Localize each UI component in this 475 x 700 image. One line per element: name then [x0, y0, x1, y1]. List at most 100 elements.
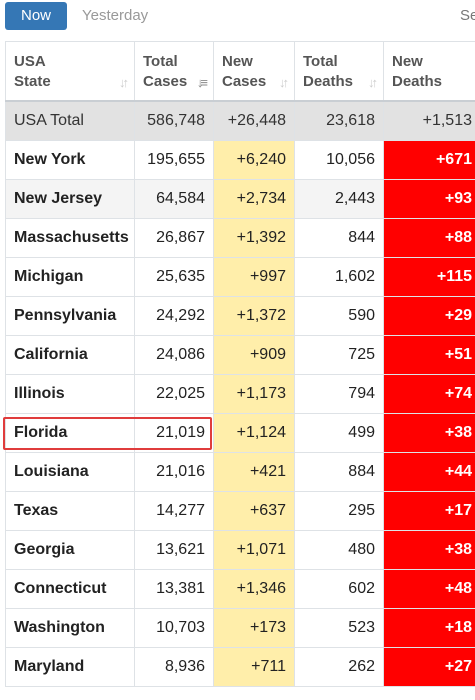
- table-row: Pennsylvania 24,292 +1,372 590 +29: [5, 296, 475, 336]
- table-row: Massachusetts 26,867 +1,392 844 +88: [5, 218, 475, 258]
- new-deaths-cell: +38: [383, 413, 475, 453]
- new-cases-cell: +637: [213, 491, 295, 531]
- table-row: Georgia 13,621 +1,071 480 +38: [5, 530, 475, 570]
- tab-yesterday[interactable]: Yesterday: [82, 7, 149, 24]
- header-new-deaths[interactable]: New Deaths: [383, 41, 475, 102]
- total-cases-cell: 64,584: [134, 179, 214, 219]
- state-name[interactable]: Maryland: [5, 647, 135, 687]
- new-deaths-cell: +38: [383, 530, 475, 570]
- total-cases-cell: 13,381: [134, 569, 214, 609]
- state-name: USA Total: [5, 100, 135, 141]
- table-row: Maryland 8,936 +711 262 +27: [5, 647, 475, 687]
- table-row: Texas 14,277 +637 295 +17: [5, 491, 475, 531]
- new-deaths-cell: +51: [383, 335, 475, 375]
- sort-icon: ↓↑: [279, 75, 289, 90]
- new-cases-cell: +711: [213, 647, 295, 687]
- table-row-highlighted: Florida 21,019 +1,124 499 +38: [5, 413, 475, 453]
- header-line1: New: [392, 53, 423, 70]
- total-cases-cell: 8,936: [134, 647, 214, 687]
- tab-now[interactable]: Now: [5, 2, 67, 30]
- sort-icon: ↓↑: [368, 75, 378, 90]
- total-deaths-cell: 590: [294, 296, 384, 336]
- new-cases-cell: +26,448: [213, 100, 295, 141]
- total-deaths-cell: 602: [294, 569, 384, 609]
- state-name[interactable]: Louisiana: [5, 452, 135, 492]
- total-deaths-cell: 262: [294, 647, 384, 687]
- new-cases-cell: +1,372: [213, 296, 295, 336]
- new-cases-cell: +173: [213, 608, 295, 648]
- new-deaths-cell: +93: [383, 179, 475, 219]
- new-cases-cell: +6,240: [213, 140, 295, 180]
- header-total-deaths[interactable]: Total Deaths ↓↑: [294, 41, 384, 102]
- total-deaths-cell: 523: [294, 608, 384, 648]
- state-name[interactable]: New Jersey: [5, 179, 135, 219]
- state-name[interactable]: Georgia: [5, 530, 135, 570]
- header-new-cases[interactable]: New Cases ↓↑: [213, 41, 295, 102]
- total-deaths-cell: 10,056: [294, 140, 384, 180]
- sort-desc-icon: ↓≡: [196, 75, 208, 90]
- new-cases-cell: +1,124: [213, 413, 295, 453]
- total-deaths-cell: 2,443: [294, 179, 384, 219]
- total-cases-cell: 22,025: [134, 374, 214, 414]
- state-name[interactable]: Florida: [5, 413, 135, 453]
- new-cases-cell: +2,734: [213, 179, 295, 219]
- new-deaths-cell: +48: [383, 569, 475, 609]
- total-cases-cell: 14,277: [134, 491, 214, 531]
- total-deaths-cell: 295: [294, 491, 384, 531]
- table-row: California 24,086 +909 725 +51: [5, 335, 475, 375]
- total-deaths-cell: 499: [294, 413, 384, 453]
- new-cases-cell: +1,346: [213, 569, 295, 609]
- state-name[interactable]: Michigan: [5, 257, 135, 297]
- new-cases-cell: +421: [213, 452, 295, 492]
- state-name[interactable]: Texas: [5, 491, 135, 531]
- table-row: New Jersey 64,584 +2,734 2,443 +93: [5, 179, 475, 219]
- state-name[interactable]: Illinois: [5, 374, 135, 414]
- total-deaths-cell: 480: [294, 530, 384, 570]
- table-row: Washington 10,703 +173 523 +18: [5, 608, 475, 648]
- total-deaths-cell: 23,618: [294, 100, 384, 141]
- new-cases-cell: +997: [213, 257, 295, 297]
- new-deaths-cell: +17: [383, 491, 475, 531]
- new-cases-cell: +909: [213, 335, 295, 375]
- table-row: Louisiana 21,016 +421 884 +44: [5, 452, 475, 492]
- total-deaths-cell: 844: [294, 218, 384, 258]
- new-cases-cell: +1,071: [213, 530, 295, 570]
- state-name[interactable]: Connecticut: [5, 569, 135, 609]
- search-label: Se: [460, 7, 475, 24]
- new-deaths-cell: +671: [383, 140, 475, 180]
- total-deaths-cell: 884: [294, 452, 384, 492]
- header-line1: Total: [303, 53, 338, 70]
- total-cases-cell: 21,016: [134, 452, 214, 492]
- new-deaths-cell: +27: [383, 647, 475, 687]
- total-cases-cell: 586,748: [134, 100, 214, 141]
- new-deaths-cell: +29: [383, 296, 475, 336]
- usa-total-row: USA Total 586,748 +26,448 23,618 +1,513: [5, 100, 475, 141]
- header-line2: Cases: [143, 73, 188, 90]
- total-deaths-cell: 725: [294, 335, 384, 375]
- header-line1: Total: [143, 53, 178, 70]
- total-cases-cell: 195,655: [134, 140, 214, 180]
- state-name[interactable]: New York: [5, 140, 135, 180]
- state-name[interactable]: Massachusetts: [5, 218, 135, 258]
- state-name[interactable]: Pennsylvania: [5, 296, 135, 336]
- total-cases-cell: 21,019: [134, 413, 214, 453]
- covid-states-table: USA State ↓↑ Total Cases ↓≡ New Cases ↓↑ To…: [5, 41, 475, 687]
- table-row: Michigan 25,635 +997 1,602 +115: [5, 257, 475, 297]
- new-deaths-cell: +44: [383, 452, 475, 492]
- total-cases-cell: 24,086: [134, 335, 214, 375]
- new-deaths-cell: +115: [383, 257, 475, 297]
- header-line1: USA: [14, 53, 46, 70]
- table-header-row: USA State ↓↑ Total Cases ↓≡ New Cases ↓↑ To…: [5, 41, 475, 102]
- new-cases-cell: +1,173: [213, 374, 295, 414]
- header-total-cases[interactable]: Total Cases ↓≡: [134, 41, 214, 102]
- header-usa-state[interactable]: USA State ↓↑: [5, 41, 135, 102]
- state-name[interactable]: California: [5, 335, 135, 375]
- total-deaths-cell: 794: [294, 374, 384, 414]
- total-cases-cell: 26,867: [134, 218, 214, 258]
- new-deaths-cell: +1,513: [383, 100, 475, 141]
- new-deaths-cell: +18: [383, 608, 475, 648]
- table-row: Illinois 22,025 +1,173 794 +74: [5, 374, 475, 414]
- state-name[interactable]: Washington: [5, 608, 135, 648]
- header-line2: State: [14, 73, 51, 90]
- table-row: Connecticut 13,381 +1,346 602 +48: [5, 569, 475, 609]
